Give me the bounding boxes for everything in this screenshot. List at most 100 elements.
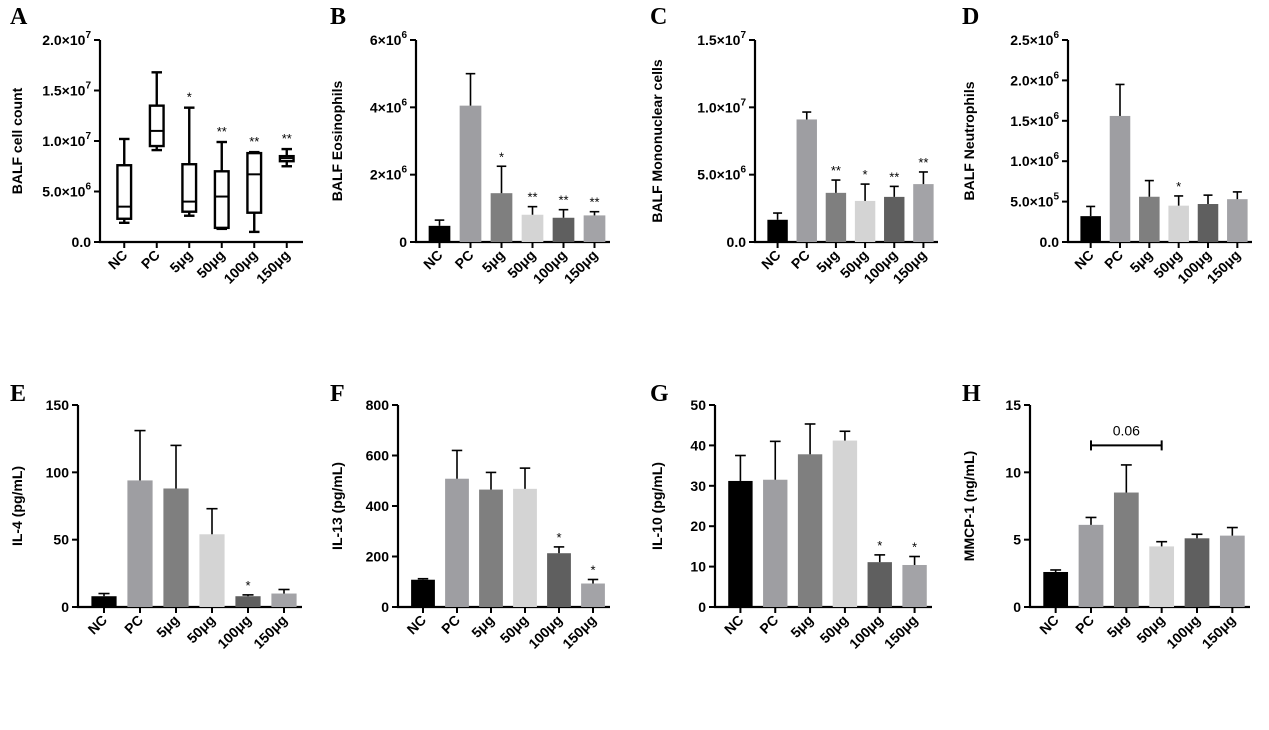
significance-marker: * [187,90,192,105]
bar [235,596,261,607]
panel-letter: G [650,381,669,407]
x-tick-label: 150μg [253,247,293,287]
bar [867,562,892,607]
x-tick-label: PC [138,247,163,272]
significance-marker: * [877,538,882,553]
box-iqr [181,163,198,213]
bar [767,219,788,242]
x-tick-label: NC [420,247,446,273]
x-tick-label: 5μg [479,247,508,276]
y-tick-label: 0 [399,234,407,250]
y-axis-label: IL-10 (pg/mL) [649,462,665,550]
bar [513,488,537,607]
box-5 [278,147,295,168]
bar [1043,571,1069,607]
y-tick-label: 50 [690,397,706,413]
panel-letter: H [962,381,981,407]
x-tick-label: PC [1072,612,1097,637]
y-axis-label: BALF Eosinophils [329,81,345,202]
bar [1109,115,1131,242]
bracket-p-value: 0.06 [1113,422,1140,438]
y-tick-label: 400 [366,498,390,514]
y-tick-label: 20 [690,518,706,534]
x-tick-label: 150μg [890,247,930,287]
bar [127,480,153,607]
y-tick-label: 50 [53,532,69,548]
y-tick-label: 1.5×106 [1010,111,1059,129]
significance-marker: * [499,149,504,164]
y-tick-label: 0.0 [72,234,92,250]
x-tick-label: NC [105,247,131,273]
y-tick-label: 200 [366,549,390,565]
significance-marker: * [1176,179,1181,194]
bar [1227,199,1248,242]
chart-a: A BALF cell count 0.0 5.0×106 1.0×107 1.5×107… [9,4,303,287]
bar [1149,546,1175,607]
panel-g: G IL-10 (pg/mL) 0 10 20 30 40 50 NC PC 5μg 50μg 100μ… [640,365,957,730]
y-tick-label: 5.0×106 [42,182,91,200]
significance-marker: ** [527,190,537,205]
x-tick-label: 5μg [153,612,182,641]
bar [490,193,513,242]
panel-e: E IL-4 (pg/mL) 0 50 100 150 NC PC 5μg 50μg 100μg 15… [0,365,317,730]
box-iqr [148,104,165,148]
panel-f: F IL-13 (pg/mL) 0 200 400 600 800 NC PC 5μg 50μg 10… [320,365,637,730]
significance-marker: * [245,578,250,593]
x-tick-label: 100μg [846,612,886,652]
significance-marker: * [912,540,917,555]
bar [825,192,847,242]
panel-h: H MMCP-1 (ng/mL) 0 5 10 15 NC PC 5μg 50μg 100μg 150… [952,365,1269,730]
y-tick-label: 5.0×106 [697,165,746,183]
box-iqr [213,170,230,230]
x-tick-label: NC [1036,612,1062,638]
bar [521,214,544,242]
bar [797,454,823,607]
y-tick-label: 150 [46,397,70,413]
x-tick-label: 5μg [787,612,816,641]
panel-letter: E [10,381,26,407]
bar [411,579,435,607]
x-tick-label: 5μg [468,612,497,641]
y-tick-label: 2.0×106 [1010,70,1059,88]
panel-letter: B [330,4,346,30]
significance-marker: * [556,530,561,545]
y-tick-label: 1.0×107 [42,131,91,149]
x-tick-label: 150μg [881,612,921,652]
y-tick-label: 0.0 [727,234,747,250]
significance-marker: ** [282,131,292,146]
panel-letter: F [330,381,345,407]
y-axis-label: BALF cell count [9,87,25,194]
x-tick-label: 50μg [184,612,218,646]
y-tick-label: 10 [1005,464,1021,480]
significance-marker: * [590,562,595,577]
x-tick-label: PC [121,612,146,637]
significance-marker: ** [249,134,259,149]
panel-letter: C [650,4,667,30]
bar [552,217,575,242]
y-tick-label: 0 [698,599,706,615]
significance-marker: ** [918,155,928,170]
bar [884,196,905,242]
x-tick-label: 100μg [220,247,260,287]
y-tick-label: 40 [690,437,706,453]
x-tick-label: 100μg [530,247,570,287]
x-tick-label: NC [758,247,784,273]
x-tick-label: NC [1071,247,1097,273]
y-tick-label: 1.0×107 [697,97,746,115]
x-tick-label: 150μg [561,247,601,287]
x-tick-label: 100μg [214,612,254,652]
y-axis-label: MMCP-1 (ng/mL) [961,451,977,561]
chart-d: D BALF Neutrophils 0.0 5.0×105 1.0×106 1.5×10… [961,4,1252,287]
x-tick-label: NC [721,612,747,638]
bar [913,184,934,242]
chart-c: C BALF Mononuclear cells 0.0 5.0×106 1.0×107… [649,4,938,287]
bar [581,583,605,607]
bar [728,480,753,607]
y-tick-label: 0 [61,599,69,615]
panel-d: D BALF Neutrophils 0.0 5.0×105 1.0×106 1.5×10… [952,0,1269,365]
x-tick-label: PC [438,612,463,637]
box-1 [148,71,165,152]
y-tick-label: 2.0×107 [42,30,91,48]
box-4 [246,150,263,234]
significance-marker: ** [889,169,899,184]
